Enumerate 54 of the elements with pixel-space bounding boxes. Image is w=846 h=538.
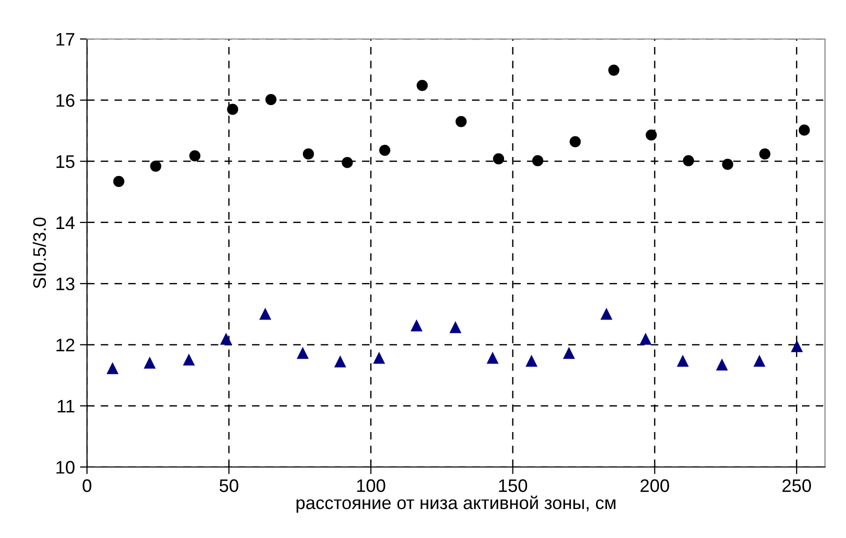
- point: [265, 94, 276, 106]
- point: [144, 358, 156, 369]
- y-axis-title: SI0.5/3.0: [32, 218, 46, 288]
- x-tick-label: 250: [782, 479, 811, 492]
- point: [532, 155, 544, 166]
- y-tick-label: 13: [56, 278, 74, 290]
- y-tick-label: 11: [58, 400, 74, 412]
- point: [526, 356, 538, 367]
- point: [563, 348, 575, 359]
- point: [456, 116, 467, 128]
- x-tick-label: 200: [640, 479, 670, 492]
- point: [150, 160, 162, 172]
- point: [410, 320, 422, 332]
- point: [302, 148, 314, 160]
- point: [798, 124, 810, 136]
- point: [297, 348, 308, 359]
- point: [189, 150, 200, 162]
- x-tick-label: 150: [499, 479, 528, 492]
- y-tick-label: 15: [56, 155, 74, 168]
- point: [640, 334, 652, 345]
- point: [682, 155, 694, 166]
- y-tick-label: 17: [56, 33, 74, 46]
- point: [600, 308, 612, 320]
- point: [183, 354, 194, 366]
- y-tick-label: 14: [56, 216, 75, 229]
- point: [113, 176, 124, 188]
- x-tick-label: 50: [220, 479, 238, 492]
- point: [754, 356, 765, 367]
- point: [608, 64, 620, 76]
- point: [342, 156, 353, 168]
- point: [716, 359, 728, 370]
- x-tick-label: 100: [357, 479, 386, 492]
- point: [646, 129, 657, 141]
- point: [106, 363, 118, 374]
- point: [677, 356, 688, 367]
- point: [487, 352, 498, 364]
- point: [416, 80, 428, 92]
- y-tick-label: 16: [56, 94, 74, 107]
- point: [493, 153, 504, 164]
- point: [450, 322, 461, 334]
- point: [379, 144, 390, 156]
- point: [722, 158, 734, 170]
- y-tick-label: 12: [56, 338, 74, 352]
- point: [374, 352, 385, 364]
- point: [334, 356, 346, 368]
- point: [227, 104, 238, 115]
- y-tick-label: 10: [56, 460, 74, 474]
- x-axis-title: расстояние от низа активной зоны, см: [296, 496, 616, 513]
- point: [570, 136, 581, 148]
- point: [220, 334, 232, 345]
- x-tick-label: 0: [82, 479, 92, 492]
- point: [759, 148, 770, 160]
- point: [791, 340, 802, 352]
- point: [260, 308, 271, 320]
